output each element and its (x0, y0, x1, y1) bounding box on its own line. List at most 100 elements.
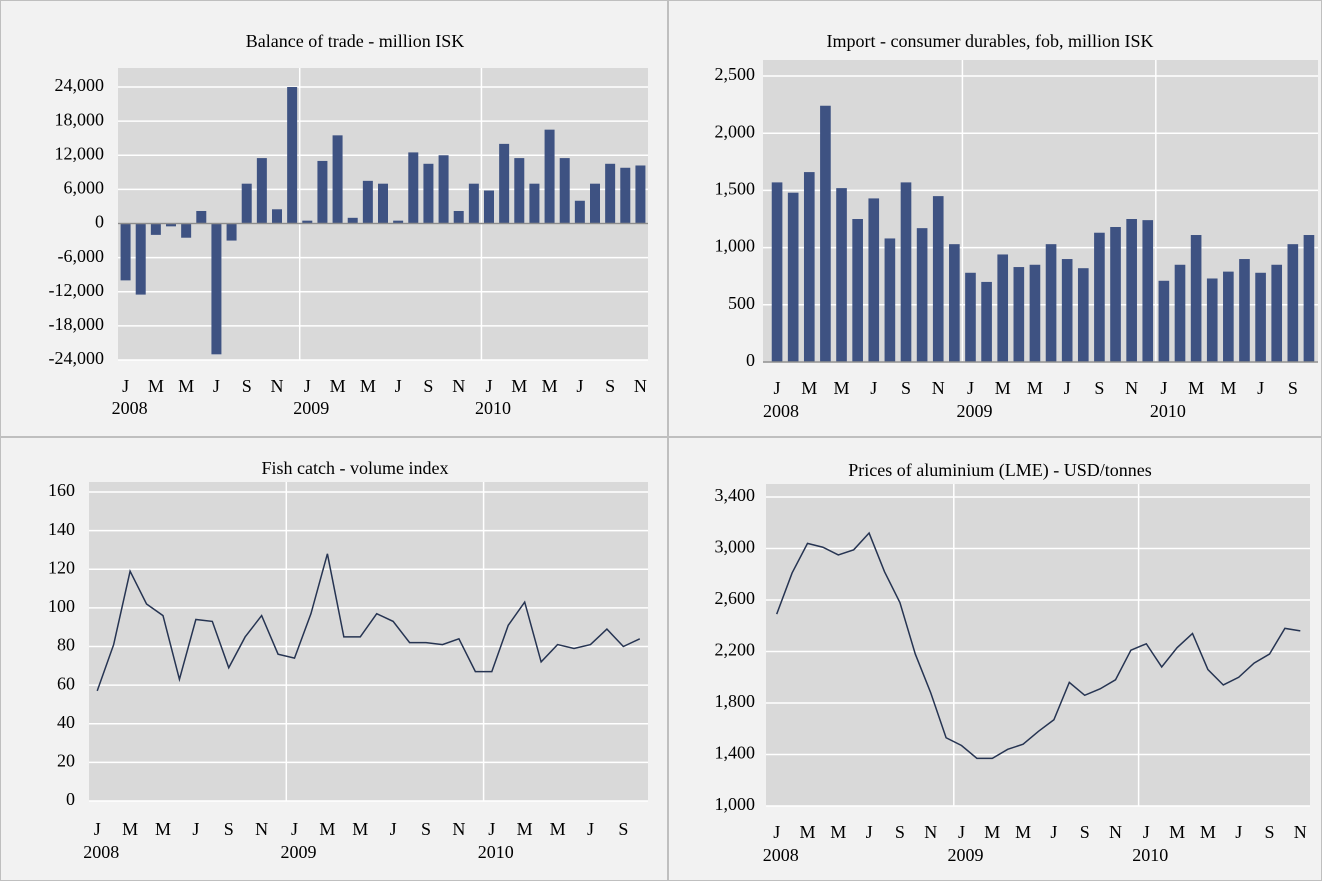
plot-area (89, 482, 648, 801)
bar (393, 220, 404, 224)
bar (1029, 264, 1041, 362)
x-tick-label: J (1064, 378, 1071, 398)
x-tick-label: N (924, 822, 937, 842)
x-tick-label: M (352, 819, 368, 839)
bar (1223, 271, 1234, 362)
x-tick-label: J (390, 819, 397, 839)
x-tick-label: M (801, 378, 817, 398)
x-tick-label: M (360, 376, 376, 396)
x-tick-label: S (1094, 378, 1104, 398)
y-tick-label: 3,400 (715, 485, 756, 505)
bar (1045, 244, 1057, 362)
x-tick-label: M (1027, 378, 1043, 398)
bar (468, 183, 479, 224)
x-tick-label: M (319, 819, 335, 839)
bar (635, 165, 646, 224)
bar (1287, 244, 1299, 362)
x-tick-label: M (178, 376, 194, 396)
x-tick-label: S (895, 822, 905, 842)
x-tick-label: J (870, 378, 877, 398)
x-tick-label: S (1288, 378, 1298, 398)
bar (272, 209, 282, 224)
x-tick-label: M (330, 376, 346, 396)
y-tick-label: -24,000 (49, 348, 105, 368)
x-tick-label: J (94, 819, 101, 839)
x-tick-label: N (271, 376, 284, 396)
x-tick-label: M (542, 376, 558, 396)
bar (226, 223, 237, 241)
y-tick-label: 60 (57, 673, 75, 693)
bar (1158, 280, 1170, 362)
chart-title: Balance of trade - million ISK (246, 31, 464, 51)
x-tick-label: S (618, 819, 628, 839)
x-tick-label: N (255, 819, 268, 839)
chart-title: Prices of aluminium (LME) - USD/tonnes (848, 460, 1151, 481)
x-tick-label: J (774, 378, 781, 398)
x-tick-label: S (242, 376, 252, 396)
bar (1013, 267, 1025, 362)
bar (514, 158, 525, 224)
x-tick-label: M (984, 822, 1000, 842)
bar (590, 183, 600, 224)
x-tick-label: N (1109, 822, 1122, 842)
x-tick-label: S (421, 819, 431, 839)
x-tick-label: J (967, 378, 974, 398)
bar (423, 163, 434, 224)
bar (302, 220, 313, 224)
bar (211, 223, 222, 355)
bar (544, 129, 555, 224)
x-tick-label: M (550, 819, 566, 839)
bar (605, 163, 616, 224)
bar (362, 180, 373, 224)
x-tick-label: N (634, 376, 647, 396)
year-label: 2008 (763, 401, 799, 421)
y-tick-label: 2,500 (715, 64, 756, 84)
x-tick-label: M (517, 819, 533, 839)
x-tick-label: M (799, 822, 815, 842)
y-tick-label: 80 (57, 635, 75, 655)
bar (868, 198, 880, 362)
x-tick-label: M (1200, 822, 1216, 842)
chart-title: Fish catch - volume index (262, 458, 449, 478)
bar (1077, 268, 1089, 362)
bar (196, 210, 207, 224)
y-tick-label: 160 (48, 480, 75, 500)
chart-title: Import - consumer durables, fob, million… (827, 31, 1154, 51)
y-tick-label: 3,000 (715, 537, 756, 557)
bar (771, 182, 783, 362)
y-tick-label: 6,000 (64, 178, 105, 198)
bar (1190, 235, 1202, 362)
y-tick-label: 1,500 (715, 179, 756, 199)
bar (135, 223, 146, 295)
x-tick-label: S (1080, 822, 1090, 842)
bar (820, 105, 831, 362)
bar (1126, 219, 1137, 362)
year-label: 2009 (281, 842, 317, 862)
y-tick-label: 1,000 (715, 794, 756, 814)
bar (332, 135, 343, 224)
bar (484, 190, 494, 224)
bar (453, 210, 464, 224)
bar (574, 200, 585, 224)
x-tick-label: J (576, 376, 583, 396)
bar (1174, 264, 1186, 362)
x-tick-label: M (1220, 378, 1236, 398)
x-tick-label: J (304, 376, 311, 396)
x-tick-label: S (605, 376, 615, 396)
bar (347, 217, 358, 224)
x-tick-label: J (488, 819, 495, 839)
bar (408, 152, 419, 224)
year-label: 2008 (83, 842, 119, 862)
x-tick-label: J (213, 376, 220, 396)
x-tick-label: J (395, 376, 402, 396)
x-tick-label: M (122, 819, 138, 839)
x-tick-label: N (932, 378, 945, 398)
year-label: 2009 (948, 845, 984, 865)
year-label: 2009 (956, 401, 992, 421)
bar (900, 182, 912, 362)
bar (256, 158, 267, 224)
y-tick-label: 0 (66, 789, 75, 809)
year-label: 2010 (1132, 845, 1168, 865)
bar (981, 281, 992, 362)
x-tick-label: M (511, 376, 527, 396)
